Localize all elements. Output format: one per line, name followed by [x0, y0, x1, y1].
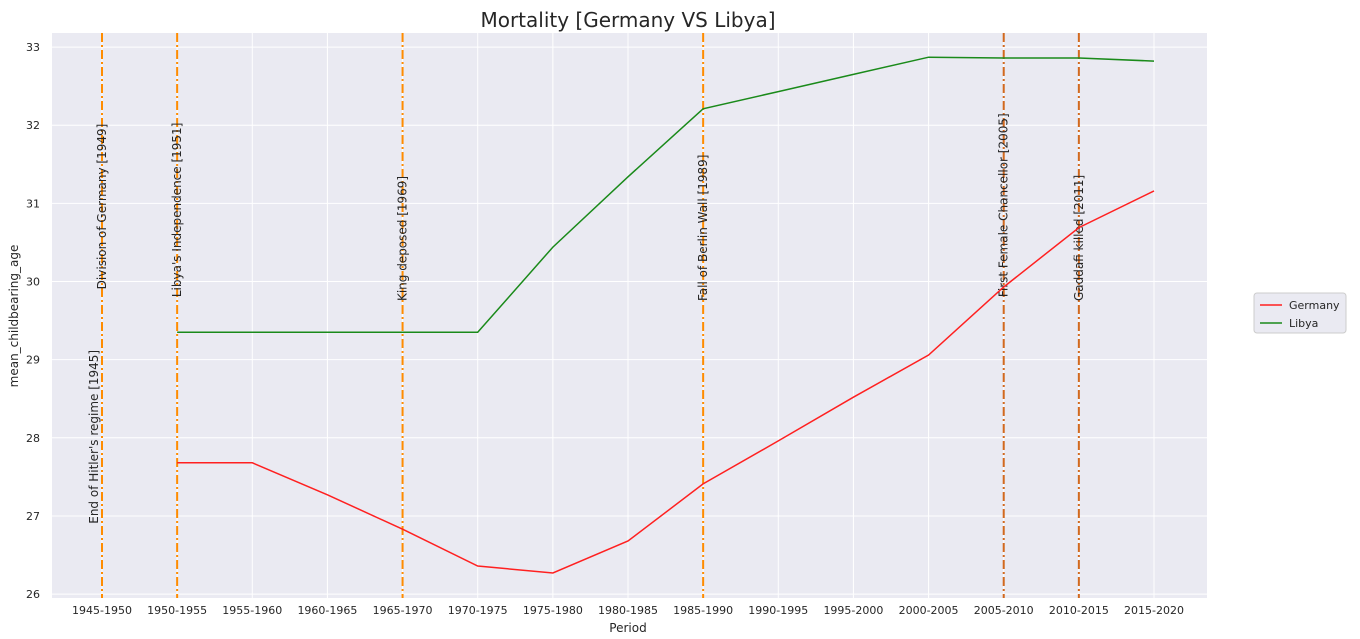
x-tick-label: 1955-1960 — [222, 604, 282, 617]
x-tick-label: 1990-1995 — [748, 604, 808, 617]
x-tick-label: 2015-2020 — [1124, 604, 1184, 617]
chart-title: Mortality [Germany VS Libya] — [480, 8, 775, 32]
y-axis-ticks: 26 27 28 29 30 31 32 33 — [26, 41, 40, 601]
x-tick-label: 1965-1970 — [373, 604, 433, 617]
y-tick-label: 29 — [26, 354, 40, 367]
x-tick-label: 2000-2005 — [899, 604, 959, 617]
legend-entry: Libya — [1289, 317, 1318, 330]
x-tick-label: 1960-1965 — [297, 604, 357, 617]
event-label: King deposed [1969] — [396, 176, 410, 301]
y-tick-label: 31 — [26, 197, 40, 210]
x-axis-ticks: 1945-1950 1950-1955 1955-1960 1960-1965 1965… — [72, 604, 1184, 617]
event-label: Gaddafi killed [2011] — [1072, 175, 1086, 301]
plot-area — [52, 33, 1207, 598]
y-tick-label: 33 — [26, 41, 40, 54]
x-axis-label: Period — [609, 621, 646, 635]
x-tick-label: 1945-1950 — [72, 604, 132, 617]
y-axis-label: mean_childbearing_age — [7, 245, 21, 388]
legend: Germany Libya — [1253, 292, 1347, 334]
x-tick-label: 2005-2010 — [974, 604, 1034, 617]
event-label: End of Hitler's regime [1945] — [87, 350, 101, 524]
x-tick-label: 2010-2015 — [1049, 604, 1109, 617]
event-annotations: End of Hitler's regime [1945] Division of… — [87, 33, 1086, 598]
series-lines — [177, 56, 1155, 574]
series-line-libya — [177, 56, 1155, 334]
y-tick-label: 30 — [26, 276, 40, 289]
y-tick-label: 32 — [26, 119, 40, 132]
y-tick-label: 27 — [26, 510, 40, 523]
series-line-germany — [177, 190, 1155, 574]
x-tick-label: 1975-1980 — [523, 604, 583, 617]
y-tick-label: 28 — [26, 432, 40, 445]
event-label: Libya's Independence [1951] — [170, 123, 184, 298]
legend-entry: Germany — [1289, 299, 1340, 312]
x-tick-label: 1970-1975 — [448, 604, 508, 617]
y-tick-label: 26 — [26, 588, 40, 601]
x-tick-label: 1995-2000 — [823, 604, 883, 617]
event-label: Fall of Berlin Wall [1989] — [696, 155, 710, 302]
event-label: First Female Chancellor [2005] — [997, 113, 1011, 297]
x-tick-label: 1980-1985 — [598, 604, 658, 617]
x-tick-label: 1985-1990 — [673, 604, 733, 617]
grid-lines — [52, 33, 1207, 598]
x-tick-label: 1950-1955 — [147, 604, 207, 617]
event-label: Division of Germany [1949] — [95, 124, 109, 290]
